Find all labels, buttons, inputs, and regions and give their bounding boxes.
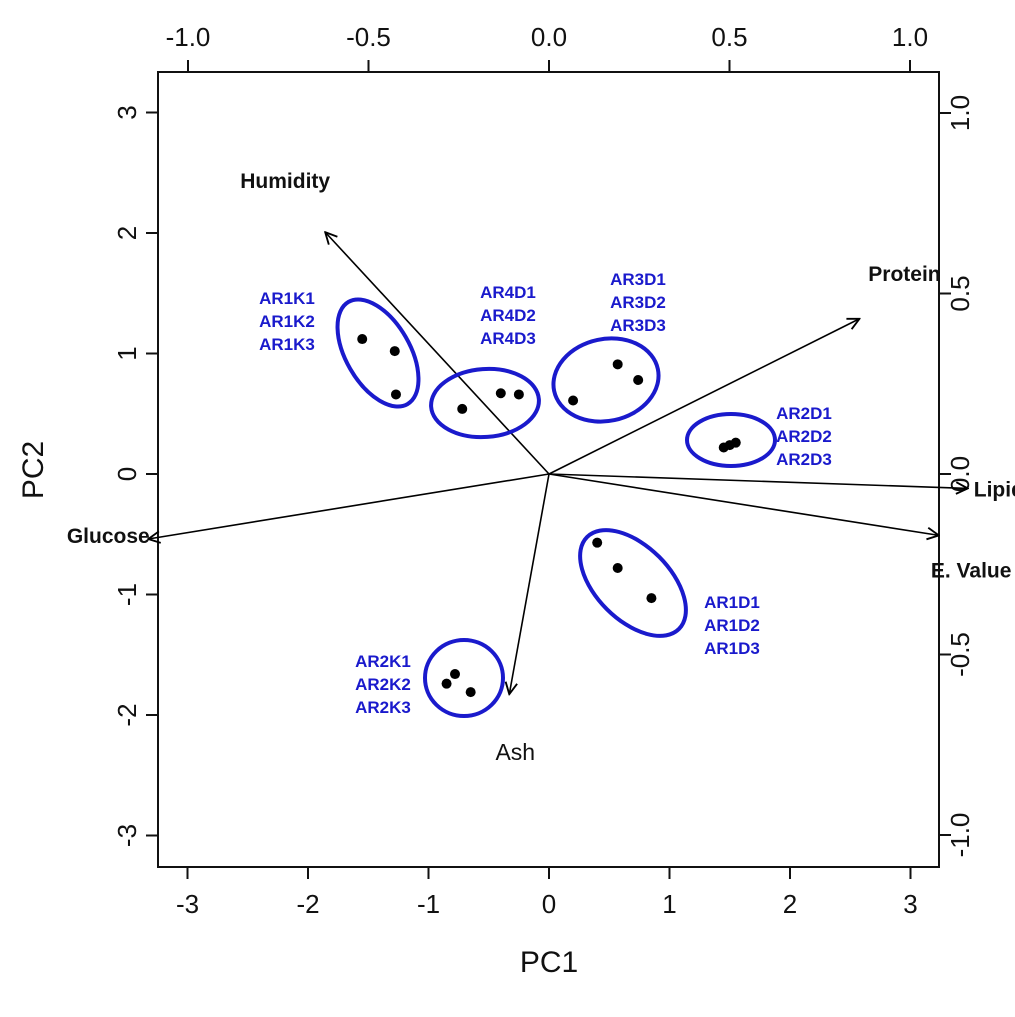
loading-label: Glucose [67, 525, 150, 548]
sample-group: AR1D1 AR1D2 AR1D3 [578, 528, 760, 658]
group-label: AR2D2 [776, 427, 832, 446]
sample-point [495, 388, 506, 399]
group-label: AR1D1 [704, 593, 760, 612]
x-tick-label: 2 [783, 889, 797, 919]
loading-arrow [548, 473, 968, 488]
sample-point [592, 537, 603, 548]
sample-point [633, 375, 644, 386]
y-tick-label: 0 [112, 467, 142, 481]
y-tick-label: -1 [112, 583, 142, 606]
group-label: AR3D2 [610, 293, 666, 312]
sample-point [390, 389, 401, 400]
right-tick-label: -1.0 [945, 813, 975, 858]
top-tick-label: 0.0 [531, 22, 567, 52]
loading-label: Lipid [974, 478, 1015, 501]
sample-groups: AR1K1 AR1K2 AR1K3 AR4D1 AR4D2 AR4D3 AR3D1 AR3D2… [259, 270, 832, 718]
loading-arrow [325, 232, 550, 475]
loading-label: Humidity [240, 170, 330, 193]
sample-group: AR1K1 AR1K2 AR1K3 [259, 289, 421, 409]
sample-group: AR3D1 AR3D2 AR3D3 [551, 270, 666, 424]
group-label: AR4D3 [480, 329, 536, 348]
right-tick-label: 0.0 [945, 456, 975, 492]
group-ellipse [335, 297, 421, 409]
sample-group: AR2D1 AR2D2 AR2D3 [685, 404, 832, 469]
right-tick-label: -0.5 [945, 632, 975, 677]
sample-point [441, 678, 452, 689]
loading-arrow [548, 319, 859, 475]
loading-label: Ash [495, 739, 535, 765]
group-label: AR1D2 [704, 616, 760, 635]
group-ellipse [429, 366, 541, 440]
top-tick-label: -0.5 [346, 22, 391, 52]
sample-point [730, 437, 741, 448]
sample-point [612, 562, 623, 573]
sample-point [389, 346, 400, 357]
x-tick-label: 0 [542, 889, 556, 919]
sample-point [450, 669, 461, 680]
group-label: AR4D2 [480, 306, 536, 325]
loading-label: Protein [868, 263, 940, 286]
sample-point [513, 389, 524, 400]
loading-label: E. Value [931, 559, 1012, 582]
group-label: AR1D3 [704, 639, 760, 658]
group-label: AR2K3 [355, 698, 411, 717]
y-axis-title: PC2 [17, 441, 50, 499]
top-tick-label: 0.5 [711, 22, 747, 52]
x-tick-label: -3 [176, 889, 199, 919]
group-label: AR1K1 [259, 289, 315, 308]
x-tick-label: -1 [417, 889, 440, 919]
group-label: AR1K2 [259, 312, 315, 331]
loading-arrow [509, 473, 550, 694]
loading-arrow [148, 473, 550, 539]
group-label: AR3D1 [610, 270, 666, 289]
group-ellipse [551, 336, 661, 424]
sample-group: AR4D1 AR4D2 AR4D3 [429, 283, 541, 440]
sample-group: AR2K1 AR2K2 AR2K3 [355, 638, 505, 718]
right-tick-label: 0.5 [945, 275, 975, 311]
y-tick-label: -3 [112, 824, 142, 847]
loading-arrow [548, 473, 939, 535]
group-label: AR2D3 [776, 450, 832, 469]
sample-point [457, 403, 468, 414]
group-label: AR2K1 [355, 652, 411, 671]
x-tick-label: 3 [903, 889, 917, 919]
top-tick-label: 1.0 [892, 22, 928, 52]
sample-point [646, 593, 657, 604]
x-tick-label: -2 [296, 889, 319, 919]
group-ellipse [578, 528, 688, 638]
group-label: AR2K2 [355, 675, 411, 694]
y-tick-label: 1 [112, 346, 142, 360]
sample-point [465, 687, 476, 698]
group-label: AR3D3 [610, 316, 666, 335]
y-tick-label: 2 [112, 226, 142, 240]
axis-titles: PC1 PC2 [17, 441, 578, 979]
x-tick-label: 1 [662, 889, 676, 919]
x-axis-title: PC1 [520, 946, 578, 979]
top-tick-label: -1.0 [166, 22, 211, 52]
group-ellipse [685, 412, 777, 468]
right-tick-label: 1.0 [945, 95, 975, 131]
sample-point [612, 359, 623, 370]
sample-point [357, 334, 368, 345]
y-tick-label: -2 [112, 703, 142, 726]
group-ellipse [423, 638, 505, 718]
group-label: AR1K3 [259, 335, 315, 354]
y-tick-label: 3 [112, 105, 142, 119]
group-label: AR4D1 [480, 283, 536, 302]
loading-arrows: Humidity Protein Lipid E. Value Glucose Ash [67, 170, 1015, 765]
group-label: AR2D1 [776, 404, 832, 423]
axis-ticks: -3 -2 -1 0 1 2 3 -3 -2 -1 0 1 2 3 -1.0 -0.5 0.0 0.5 1.0 -1.… [112, 22, 975, 919]
sample-point [568, 395, 579, 406]
